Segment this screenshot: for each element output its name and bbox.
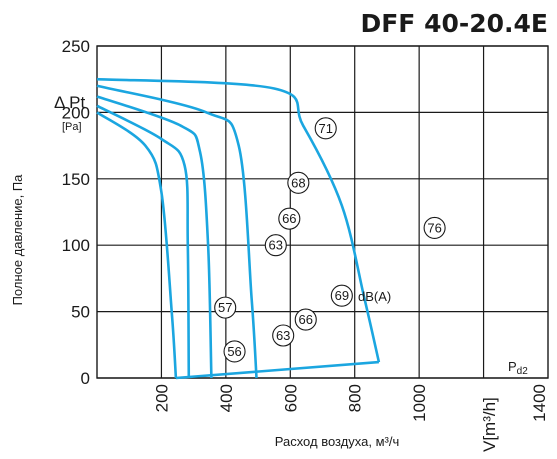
noise-marker-label: 71 — [318, 121, 332, 136]
y-unit-sub-label: [Pa] — [62, 121, 82, 133]
noise-marker-circle — [278, 207, 301, 230]
performance-curve — [96, 111, 178, 379]
noise-marker: 57 — [214, 296, 237, 319]
x-tick-label: 600 — [281, 384, 300, 412]
y-unit-label: Δ Pt — [54, 93, 85, 112]
noise-marker-circle — [423, 216, 446, 239]
noise-marker: 66 — [294, 308, 317, 331]
noise-marker-label: 63 — [269, 238, 283, 253]
noise-marker: 68 — [287, 171, 310, 194]
noise-marker-label: 66 — [282, 211, 296, 226]
noise-marker-circle — [264, 234, 287, 257]
y-tick-labels: 0 50 100 150 200 250 — [62, 37, 90, 388]
noise-markers: 71 68 66 63 57 56 63 66 69 76 — [214, 117, 446, 363]
x-axis-title: Расход воздуха, м³/ч — [275, 434, 400, 449]
noise-marker-circle — [314, 117, 337, 140]
x-tick-label: 800 — [346, 384, 365, 412]
noise-marker-circle — [272, 324, 295, 347]
y-tick-label: 150 — [62, 170, 90, 189]
x-unit-label: V[m³/h] — [480, 397, 499, 452]
curve-layer — [96, 77, 381, 380]
noise-marker: 71 — [314, 117, 337, 140]
y-tick-label: 100 — [62, 236, 90, 255]
noise-marker: 63 — [272, 324, 295, 347]
noise-marker: 76 — [423, 216, 446, 239]
x-tick-label: 200 — [152, 384, 171, 412]
y-tick-label: 50 — [71, 303, 90, 322]
noise-marker-label: 66 — [299, 312, 313, 327]
chart-title: DFF 40-20.4E — [360, 9, 548, 38]
noise-marker-circle — [287, 171, 310, 194]
x-tick-label: 1000 — [410, 384, 429, 422]
dba-label: dB(A) — [358, 289, 391, 304]
noise-marker-label: 76 — [427, 220, 441, 235]
performance-curve — [96, 95, 213, 379]
noise-marker-label: 68 — [291, 175, 305, 190]
performance-curve — [96, 84, 258, 379]
performance-curve — [96, 104, 191, 379]
noise-marker-label: 57 — [218, 300, 232, 315]
noise-marker-circle — [214, 296, 237, 319]
system-curve — [175, 360, 379, 380]
x-tick-label: 1400 — [530, 384, 549, 422]
noise-marker-label: 63 — [276, 328, 290, 343]
noise-marker-label: 69 — [335, 288, 349, 303]
noise-marker: 69 — [330, 284, 353, 307]
noise-marker-label: 56 — [227, 344, 241, 359]
noise-marker: 66 — [278, 207, 301, 230]
y-tick-label: 250 — [62, 37, 90, 56]
noise-marker-circle — [223, 340, 246, 363]
y-tick-label: 0 — [81, 369, 90, 388]
noise-marker: 63 — [264, 234, 287, 257]
noise-marker-circle — [294, 308, 317, 331]
noise-marker: 56 — [223, 340, 246, 363]
y-tick-label: 200 — [62, 103, 90, 122]
y-axis-title: Полное давление, Па — [10, 174, 25, 306]
x-tick-labels: 200 400 600 800 1000 1400 — [152, 384, 549, 422]
x-tick-label: 400 — [217, 384, 236, 412]
noise-marker-circle — [330, 284, 353, 307]
pd2-label: Pd2 — [508, 359, 528, 377]
grid-lines — [96, 45, 549, 379]
performance-curve — [96, 77, 381, 363]
